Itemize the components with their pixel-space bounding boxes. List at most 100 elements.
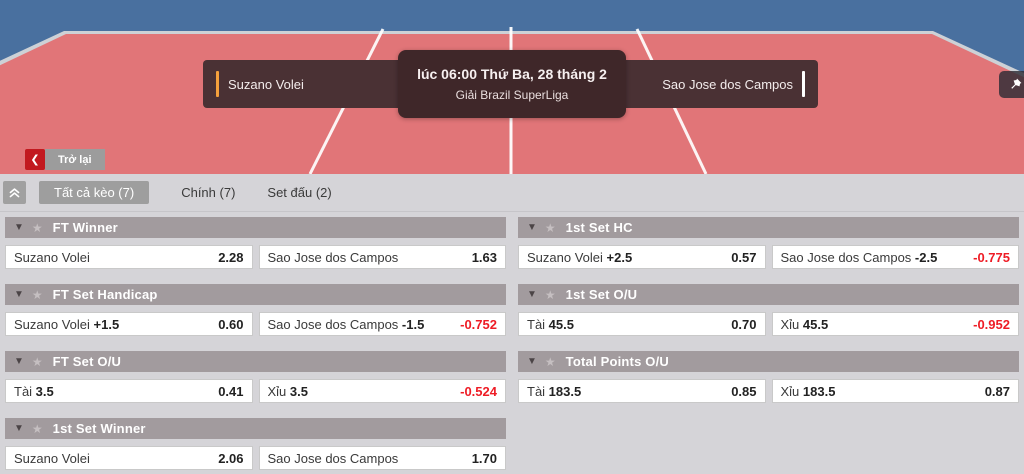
odds-cell[interactable]: Sao Jose dos Campos -1.5 -0.752 [258, 312, 506, 336]
caret-down-icon[interactable]: ▼ [14, 288, 24, 300]
market-header[interactable]: ▼ ★ 1st Set Winner [5, 418, 506, 439]
favorite-star-icon[interactable]: ★ [31, 421, 43, 436]
selection-line: +1.5 [93, 316, 120, 332]
match-info-box: lúc 06:00 Thứ Ba, 28 tháng 2 Giải Brazil… [398, 50, 626, 118]
market-title: Total Points O/U [565, 354, 670, 369]
odds-value: 1.70 [471, 450, 497, 466]
odds-cell[interactable]: Sao Jose dos Campos 1.70 [258, 446, 506, 470]
market-header[interactable]: ▼ ★ 1st Set HC [518, 217, 1019, 238]
caret-down-icon[interactable]: ▼ [527, 355, 537, 367]
selection-line: 45.5 [802, 316, 829, 332]
favorite-star-icon[interactable]: ★ [544, 287, 556, 302]
home-team-name: Suzano Volei [228, 76, 304, 92]
market-header[interactable]: ▼ ★ FT Set O/U [5, 351, 506, 372]
market-header[interactable]: ▼ ★ 1st Set O/U [518, 284, 1019, 305]
match-hero: Suzano Volei Sao Jose dos Campos lúc 06:… [0, 0, 1024, 174]
double-chevron-up-icon [9, 188, 20, 198]
caret-down-icon[interactable]: ▼ [14, 221, 24, 233]
market-section: ▼ ★ 1st Set O/U Tài 45.5 0.70 Xỉu 45.5 -0.952 [518, 284, 1019, 336]
caret-down-icon[interactable]: ▼ [14, 355, 24, 367]
tab-all-odds[interactable]: Tất cả kèo (7) [39, 181, 150, 204]
selection-name: Xỉu 45.5 [780, 316, 829, 332]
odds-cell[interactable]: Sao Jose dos Campos 1.63 [258, 245, 506, 269]
selection-line: +2.5 [606, 249, 633, 265]
odds-cell[interactable]: Suzano Volei 2.06 [5, 446, 253, 470]
selection-line: -2.5 [914, 249, 938, 265]
odds-cell[interactable]: Sao Jose dos Campos -2.5 -0.775 [771, 245, 1019, 269]
away-team-name: Sao Jose dos Campos [662, 76, 793, 92]
selection-name: Tài 183.5 [527, 383, 582, 399]
odds-cell[interactable]: Suzano Volei 2.28 [5, 245, 253, 269]
odds-value: 1.63 [471, 249, 497, 265]
selection-name: Xỉu 3.5 [267, 383, 308, 399]
home-accent-bar [216, 71, 219, 97]
selection-name: Sao Jose dos Campos [267, 450, 399, 466]
odds-value: 0.60 [218, 316, 244, 332]
market-title: FT Set O/U [52, 354, 122, 369]
collapse-all-button[interactable] [3, 181, 26, 204]
odds-cell[interactable]: Xỉu 3.5 -0.524 [258, 379, 506, 403]
selection-name: Sao Jose dos Campos -1.5 [267, 316, 425, 332]
odds-value: 2.28 [218, 249, 244, 265]
odds-cell[interactable]: Suzano Volei +1.5 0.60 [5, 312, 253, 336]
selection-line: 3.5 [289, 383, 308, 399]
market-row: Tài 3.5 0.41 Xỉu 3.5 -0.524 [5, 379, 506, 403]
caret-down-icon[interactable]: ▼ [14, 422, 24, 434]
odds-value: 0.87 [984, 383, 1010, 399]
market-row: Tài 45.5 0.70 Xỉu 45.5 -0.952 [518, 312, 1019, 336]
market-title: 1st Set Winner [52, 421, 146, 436]
odds-cell[interactable]: Xỉu 183.5 0.87 [771, 379, 1019, 403]
favorite-star-icon[interactable]: ★ [31, 354, 43, 369]
odds-value: 0.41 [218, 383, 244, 399]
market-header[interactable]: ▼ ★ FT Winner [5, 217, 506, 238]
tab-sets[interactable]: Set đấu (2) [267, 185, 332, 200]
selection-line: 45.5 [548, 316, 574, 332]
market-title: FT Set Handicap [52, 287, 158, 302]
market-section: ▼ ★ FT Set Handicap Suzano Volei +1.5 0.60 Sa… [5, 284, 506, 336]
caret-down-icon[interactable]: ▼ [527, 221, 537, 233]
market-row: Suzano Volei 2.06 Sao Jose dos Campos 1.70 [5, 446, 506, 470]
odds-value: 0.57 [731, 249, 757, 265]
odds-cell[interactable]: Xỉu 45.5 -0.952 [771, 312, 1019, 336]
favorite-star-icon[interactable]: ★ [544, 354, 556, 369]
odds-value: -0.775 [973, 249, 1010, 265]
market-section: ▼ ★ Total Points O/U Tài 183.5 0.85 Xỉu 183.5… [518, 351, 1019, 403]
back-label[interactable]: Trở lại [45, 149, 105, 170]
odds-value: -0.524 [460, 383, 497, 399]
selection-name: Tài 45.5 [527, 316, 574, 332]
favorite-star-icon[interactable]: ★ [31, 287, 43, 302]
market-title: 1st Set O/U [565, 287, 638, 302]
selection-name: Suzano Volei +2.5 [527, 249, 633, 265]
tab-main[interactable]: Chính (7) [181, 185, 236, 200]
odds-cell[interactable]: Suzano Volei +2.5 0.57 [518, 245, 766, 269]
back-button[interactable]: ❮ [25, 149, 45, 170]
odds-cell[interactable]: Tài 45.5 0.70 [518, 312, 766, 336]
odds-value: 0.70 [731, 316, 757, 332]
match-league: Giải Brazil SuperLiga [455, 88, 569, 102]
market-section: ▼ ★ FT Set O/U Tài 3.5 0.41 Xỉu 3.5 -0.524 [5, 351, 506, 403]
odds-value: -0.952 [973, 316, 1010, 332]
market-row: Suzano Volei 2.28 Sao Jose dos Campos 1.63 [5, 245, 506, 269]
pin-button[interactable] [999, 71, 1024, 98]
market-section: ▼ ★ 1st Set Winner Suzano Volei 2.06 Sao Jose… [5, 418, 506, 470]
odds-value: 0.85 [731, 383, 757, 399]
selection-line: -1.5 [401, 316, 425, 332]
market-section: ▼ ★ FT Winner Suzano Volei 2.28 Sao Jose dos … [5, 217, 506, 269]
market-header[interactable]: ▼ ★ Total Points O/U [518, 351, 1019, 372]
selection-name: Suzano Volei +1.5 [14, 316, 120, 332]
market-title: FT Winner [52, 220, 118, 235]
markets-area: ▼ ★ FT Winner Suzano Volei 2.28 Sao Jose dos … [0, 212, 1024, 474]
market-row: Tài 183.5 0.85 Xỉu 183.5 0.87 [518, 379, 1019, 403]
selection-name: Suzano Volei [14, 249, 90, 265]
selection-name: Xỉu 183.5 [780, 383, 836, 399]
odds-cell[interactable]: Tài 3.5 0.41 [5, 379, 253, 403]
selection-name: Sao Jose dos Campos -2.5 [780, 249, 938, 265]
odds-value: 2.06 [218, 450, 244, 466]
odds-cell[interactable]: Tài 183.5 0.85 [518, 379, 766, 403]
favorite-star-icon[interactable]: ★ [31, 220, 43, 235]
caret-down-icon[interactable]: ▼ [527, 288, 537, 300]
back-row: ❮ Trở lại [25, 149, 105, 170]
favorite-star-icon[interactable]: ★ [544, 220, 556, 235]
market-header[interactable]: ▼ ★ FT Set Handicap [5, 284, 506, 305]
